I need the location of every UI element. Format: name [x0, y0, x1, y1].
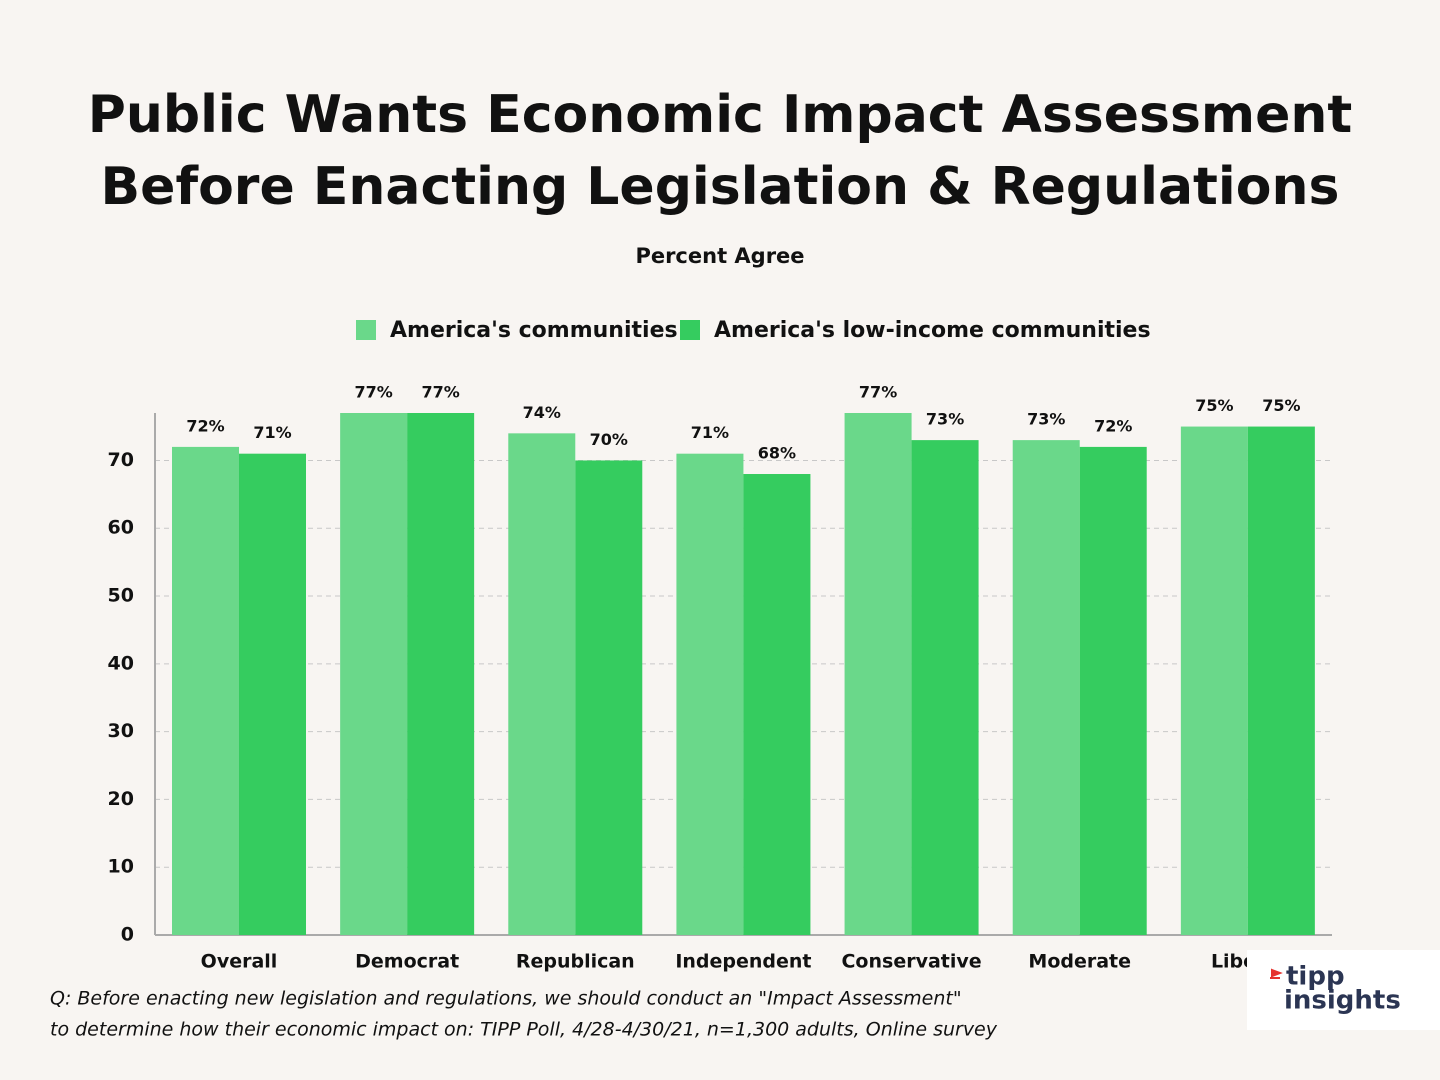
chart-title: Public Wants Economic Impact Assessment [88, 85, 1352, 145]
value-label: 73% [1027, 410, 1065, 429]
logo: tipp insights [1247, 950, 1440, 1030]
bar [172, 446, 239, 935]
bar [1012, 440, 1080, 935]
x-tick-label: Democrat [355, 951, 459, 973]
x-tick-label: Conservative [841, 951, 981, 973]
value-label: 71% [691, 423, 729, 442]
x-tick-label: Republican [516, 951, 635, 973]
bar [743, 474, 811, 935]
y-tick-label: 10 [108, 856, 134, 878]
footnote: to determine how their economic impact o… [50, 1019, 998, 1041]
y-tick-label: 40 [108, 652, 134, 674]
bar [508, 433, 576, 935]
chart-title: Before Enacting Legislation & Regulation… [101, 157, 1340, 217]
bar [407, 413, 475, 935]
value-label: 75% [1262, 396, 1300, 415]
logo-text: tipp [1286, 962, 1345, 992]
logo-icon [1270, 968, 1283, 979]
value-label: 71% [253, 423, 291, 442]
bar [1180, 426, 1248, 935]
y-tick-label: 30 [108, 720, 134, 742]
value-label: 68% [758, 444, 796, 463]
bar [340, 413, 408, 935]
value-label: 72% [1094, 416, 1132, 435]
bar [844, 413, 912, 935]
y-tick-label: 70 [108, 449, 134, 471]
logo-box [1247, 950, 1440, 1030]
subtitle: Percent Agree [635, 244, 804, 268]
bar [575, 460, 643, 935]
legend-label: America's communities [390, 318, 678, 343]
footnote: Q: Before enacting new legislation and r… [50, 988, 962, 1010]
x-tick-label: Moderate [1028, 951, 1131, 973]
value-label: 74% [523, 403, 561, 422]
legend-swatch [680, 320, 700, 340]
bar [1079, 446, 1147, 935]
logo-text: insights [1284, 986, 1401, 1016]
value-label: 70% [590, 430, 628, 449]
x-tick-label: Overall [201, 951, 278, 973]
y-tick-label: 60 [108, 517, 134, 539]
value-label: 77% [859, 383, 897, 402]
plot: 0 10 20 30 40 50 60 70 America's communities Amer… [108, 318, 1332, 973]
value-label: 73% [926, 410, 964, 429]
value-label: 77% [421, 383, 459, 402]
legend-swatch [356, 320, 376, 340]
y-tick-label: 20 [108, 788, 134, 810]
value-label: 72% [186, 416, 224, 435]
bar [676, 453, 744, 935]
x-tick-label: Independent [675, 951, 811, 973]
y-tick-label: 50 [108, 585, 134, 607]
value-label: 75% [1195, 396, 1233, 415]
legend-label: America's low-income communities [714, 318, 1151, 343]
value-label: 77% [354, 383, 392, 402]
bar [239, 453, 306, 935]
bar [1247, 426, 1315, 935]
y-tick-label: 0 [121, 924, 134, 946]
bar [911, 440, 979, 935]
